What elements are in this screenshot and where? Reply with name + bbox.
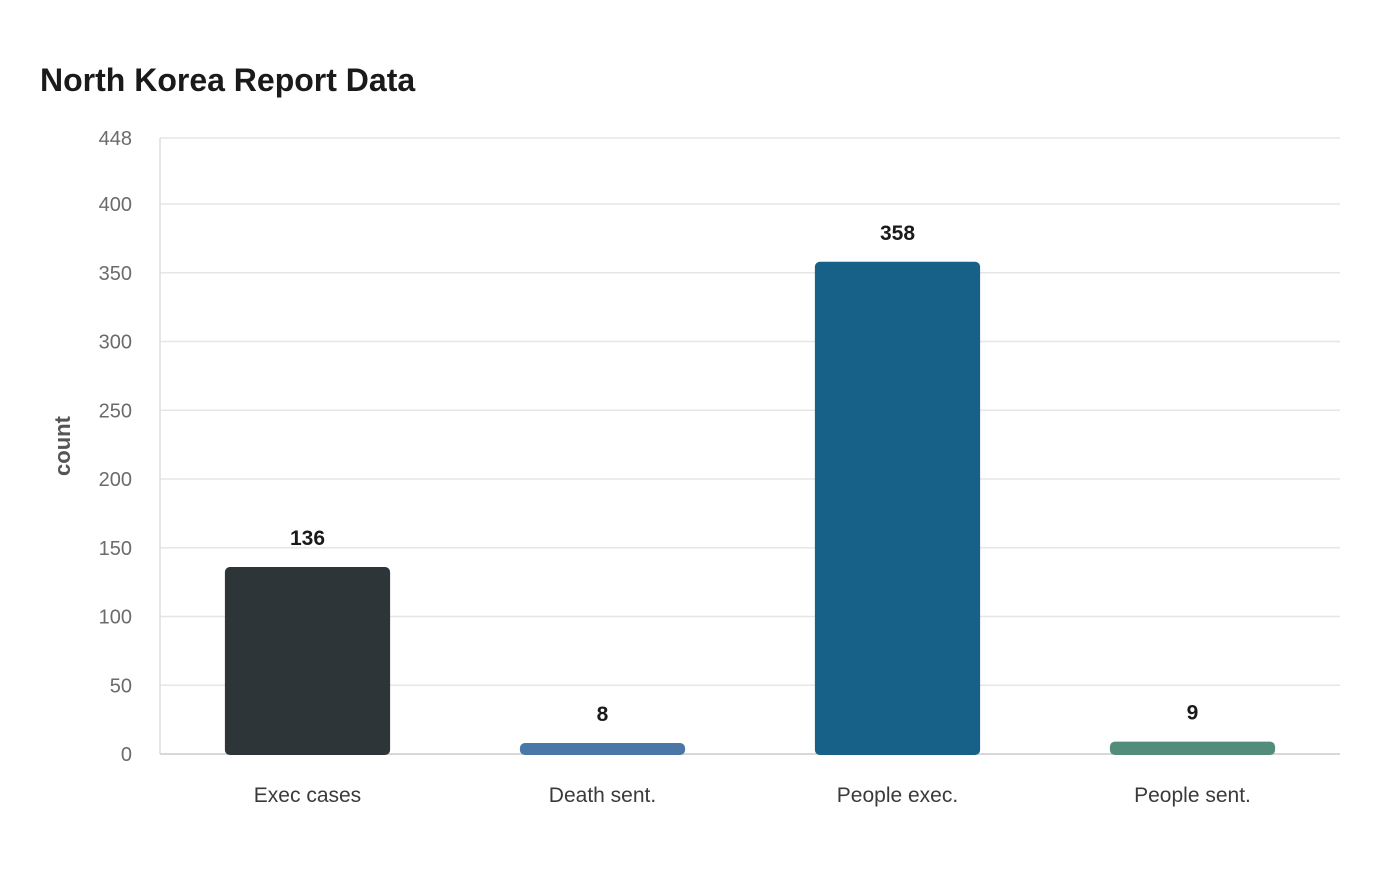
category-labels: Exec cases Death sent. People exec. People … — [254, 784, 1251, 807]
y-tick-label: 300 — [99, 332, 132, 354]
y-tick-label: 200 — [99, 469, 132, 491]
y-tick-label: 400 — [99, 194, 132, 216]
value-label: 358 — [880, 222, 915, 245]
y-tick-label: 100 — [99, 607, 132, 629]
value-label: 136 — [290, 527, 325, 550]
bars — [224, 261, 1276, 755]
y-tick-labels: 0 50 100 150 200 250 300 350 400 448 — [99, 128, 132, 766]
category-label: People sent. — [1134, 784, 1251, 807]
bar-people-exec — [814, 261, 981, 755]
y-tick-label: 350 — [99, 263, 132, 285]
y-tick-label: 0 — [121, 744, 132, 766]
y-axis-title: count — [50, 415, 75, 476]
bar-death-sent — [519, 743, 686, 755]
chart-title: North Korea Report Data — [40, 62, 416, 98]
bar-people-sent — [1109, 741, 1276, 755]
value-label: 9 — [1187, 702, 1199, 725]
category-label: Exec cases — [254, 784, 361, 807]
value-label: 8 — [597, 703, 609, 726]
bar-exec-cases — [224, 567, 391, 755]
category-label: People exec. — [837, 784, 958, 807]
category-label: Death sent. — [549, 784, 656, 807]
y-tick-label: 50 — [110, 675, 132, 697]
y-tick-label: 150 — [99, 538, 132, 560]
y-tick-label: 448 — [99, 128, 132, 150]
y-tick-label: 250 — [99, 400, 132, 422]
value-labels: 136 8 358 9 — [290, 222, 1198, 726]
